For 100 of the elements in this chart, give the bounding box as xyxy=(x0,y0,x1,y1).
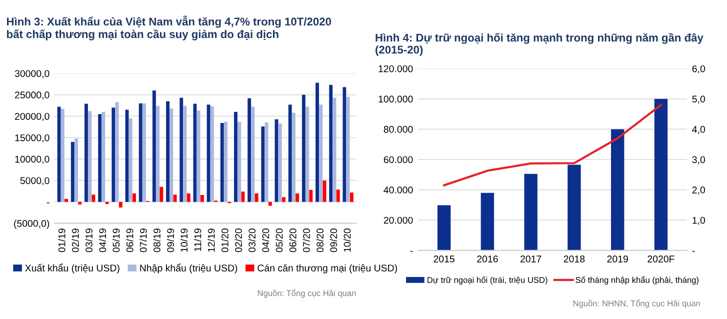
bar xyxy=(282,197,286,202)
x-tick-label: 09/19 xyxy=(166,228,174,252)
bar xyxy=(210,106,214,202)
bar xyxy=(336,189,340,202)
x-tick-label: 05/19 xyxy=(112,228,120,252)
bar xyxy=(278,123,282,202)
x-tick-label: 2018 xyxy=(564,256,585,262)
bar xyxy=(261,126,265,202)
bar xyxy=(74,138,78,202)
y2-tick-label: 1,0 xyxy=(692,216,706,225)
y2-tick-label: 6,0 xyxy=(692,65,706,74)
y2-tick-label: 2,0 xyxy=(692,186,706,195)
bar xyxy=(132,193,136,202)
bar xyxy=(350,192,354,202)
y-tick-label: 25000,0 xyxy=(15,92,50,100)
bar xyxy=(118,202,122,208)
bar xyxy=(524,174,538,250)
y-tick-label: 10000,0 xyxy=(15,156,50,164)
bar xyxy=(288,104,292,202)
bar xyxy=(98,114,102,202)
bar xyxy=(170,108,174,202)
y-tick-label: 120.000 xyxy=(378,65,413,72)
bar xyxy=(138,103,142,202)
bar xyxy=(166,101,170,202)
legend-label: Cán cân thương mại (triệu USD) xyxy=(258,264,397,274)
bar xyxy=(611,129,624,250)
bar xyxy=(186,193,190,202)
bar xyxy=(92,194,96,202)
bar xyxy=(224,122,228,202)
text: Nguồn: Tổng cục Hải quan xyxy=(258,289,356,298)
x-tick-label: 10/20 xyxy=(344,228,351,252)
x-tick-label: 07/20 xyxy=(302,228,310,252)
bar xyxy=(346,96,350,202)
x-tick-label: 06/20 xyxy=(289,228,296,252)
x-tick-label: 05/20 xyxy=(276,228,283,252)
bar xyxy=(316,82,319,202)
x-tick-label: 03/20 xyxy=(248,228,256,252)
x-tick-label: 12/19 xyxy=(208,228,215,252)
y-tick-label: 100.000 xyxy=(378,96,413,103)
bar xyxy=(105,202,109,204)
bar xyxy=(115,102,119,202)
x-tick-label: 01/20 xyxy=(221,228,228,252)
bar xyxy=(102,112,106,202)
legend-label: Dự trữ ngoại hối (trái, triệu USD) xyxy=(428,276,548,285)
bar xyxy=(128,118,132,202)
x-tick-label: 02/20 xyxy=(234,228,242,252)
bar xyxy=(88,111,92,202)
bar xyxy=(64,198,68,202)
bar xyxy=(234,112,238,202)
y2-tick-label: 3,0 xyxy=(692,156,706,164)
bar xyxy=(60,108,64,202)
bar xyxy=(302,94,306,202)
bar xyxy=(480,192,494,250)
y-tick-label: - xyxy=(410,250,413,252)
y2-tick-label: - xyxy=(692,250,695,252)
bar xyxy=(206,104,210,202)
text: Nguồn: NHNN, Tổng cục Hải quan xyxy=(573,300,700,308)
bar xyxy=(268,202,272,206)
bar xyxy=(437,205,451,250)
bar xyxy=(173,194,177,202)
bar xyxy=(200,195,204,202)
bar xyxy=(568,164,581,250)
y-tick-label: 30000,0 xyxy=(14,70,50,78)
y2-tick-label: 4,0 xyxy=(692,126,706,134)
bar xyxy=(654,98,668,250)
bar xyxy=(196,110,200,202)
bar xyxy=(292,112,296,202)
bar xyxy=(248,98,252,202)
x-tick-label: 03/19 xyxy=(85,228,92,252)
chart-title: Hình 4: Dự trữ ngoại hối tăng mạnh trong những năm gần đây (2015-20) xyxy=(376,32,704,56)
x-tick-label: 06/19 xyxy=(126,228,134,252)
x-tick-label: 04/19 xyxy=(98,228,106,252)
bar xyxy=(238,122,242,202)
bar xyxy=(142,103,146,202)
legend-label: Số tháng nhập khẩu (phải, tháng) xyxy=(576,276,698,285)
x-tick-label: 11/19 xyxy=(194,228,202,252)
x-tick-label: 08/20 xyxy=(316,228,324,252)
x-tick-label: 04/20 xyxy=(262,228,270,252)
bar xyxy=(193,104,197,202)
legend-label: Nhập khẩu (triệu USD) xyxy=(140,264,238,274)
x-tick-label: 2015 xyxy=(434,256,454,262)
bar xyxy=(57,106,61,202)
bar xyxy=(180,98,184,202)
x-tick-label: 2020F xyxy=(648,256,674,262)
bar xyxy=(251,106,255,202)
legend-label: Xuất khẩu (triệu USD) xyxy=(25,264,120,274)
x-tick-label: 01/19 xyxy=(58,228,66,252)
chart-title: Hình 3: Xuất khẩu của Việt Nam vẫn tăng 4,7% trong 10T/2020 bất chấp thương mại toàn cầu suy giảm do đại dịch xyxy=(6,16,332,40)
y-tick-label: 5000,0 xyxy=(20,177,50,186)
bar xyxy=(112,108,116,202)
bar xyxy=(342,87,346,202)
x-tick-label: 09/20 xyxy=(330,228,338,252)
bar xyxy=(254,193,258,202)
bar xyxy=(319,104,323,202)
line-series xyxy=(443,104,662,186)
x-tick-label: 2016 xyxy=(477,256,498,262)
y-tick-label: 80.000 xyxy=(384,126,413,133)
y-tick-label: 40.000 xyxy=(384,186,413,194)
bar xyxy=(306,106,310,202)
bar xyxy=(156,106,160,202)
